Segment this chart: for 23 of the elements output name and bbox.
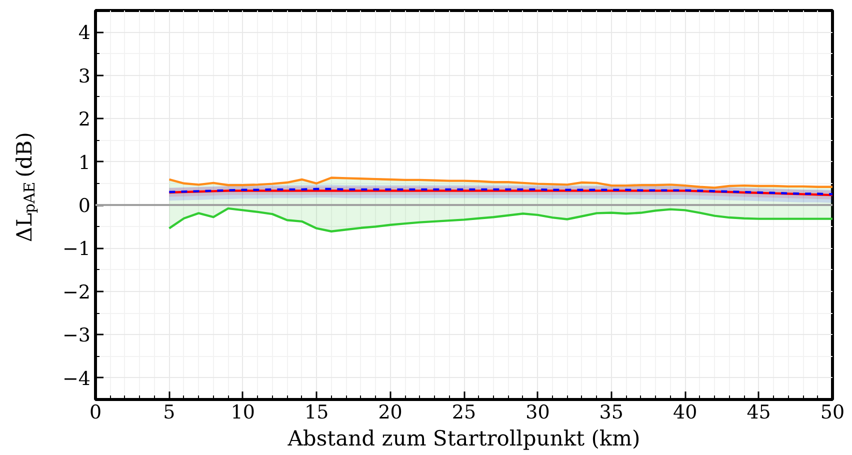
x-tick-label: 35	[599, 402, 624, 424]
y-tick-label: −1	[62, 238, 91, 260]
y-tick-label: −4	[62, 368, 91, 390]
x-tick-label: 40	[673, 402, 698, 424]
x-axis-title: Abstand zum Startrollpunkt (km)	[286, 426, 640, 450]
y-tick-label: 0	[78, 195, 91, 217]
y-tick-label: −2	[62, 281, 91, 304]
x-tick-label: 50	[820, 402, 845, 424]
x-tick-label: 10	[230, 402, 255, 424]
x-tick-label: 15	[304, 402, 329, 424]
line-series	[168, 176, 832, 189]
y-tick-label: 2	[78, 108, 91, 131]
x-tick-label: 30	[526, 402, 550, 424]
x-tick-label: 25	[452, 402, 476, 424]
y-tick-label: 4	[78, 22, 91, 44]
y-tick-label: 3	[78, 65, 91, 88]
y-tick-label: 1	[78, 152, 91, 174]
line-series	[168, 207, 832, 232]
x-tick-label: 20	[378, 402, 402, 424]
x-tick-label: 5	[163, 402, 176, 424]
y-axis-title: ΔLpAE (dB)	[12, 132, 38, 242]
y-tick-label: −3	[62, 324, 91, 347]
x-tick-label: 45	[746, 402, 771, 424]
